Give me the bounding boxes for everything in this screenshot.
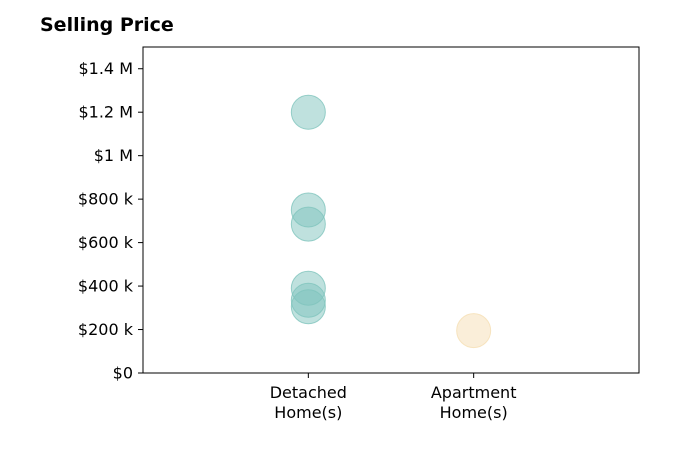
chart-title: Selling Price: [40, 14, 174, 36]
y-tick-label: $0: [113, 364, 133, 383]
x-tick-label: Apartment Home(s): [431, 383, 517, 422]
y-tick-label: $200 k: [78, 320, 134, 339]
data-point: [290, 289, 326, 325]
data-point: [290, 94, 326, 130]
plot-frame: [142, 46, 640, 374]
data-point: [456, 313, 492, 349]
y-tick-label: $800 k: [78, 190, 134, 209]
x-tick-label: Detached Home(s): [270, 383, 347, 422]
chart-axes: $0 $200 k $400 k $600 k $800 k $1 M $1.2 M $1.4…: [78, 46, 640, 422]
data-point: [290, 206, 326, 242]
y-tick-label: $1.2 M: [78, 103, 133, 122]
y-tick-label: $1 M: [94, 146, 133, 165]
y-tick-label: $400 k: [78, 277, 134, 296]
chart-marks: [290, 94, 492, 349]
y-tick-label: $600 k: [78, 233, 134, 252]
y-tick-label: $1.4 M: [78, 59, 133, 78]
